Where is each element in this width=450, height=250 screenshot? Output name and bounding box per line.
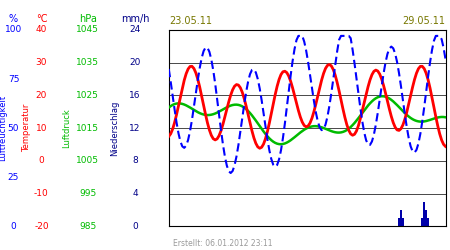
Bar: [400, 210, 402, 226]
Text: Luftdruck: Luftdruck: [62, 108, 71, 148]
Text: 0: 0: [132, 222, 138, 231]
Text: -10: -10: [34, 189, 49, 198]
Text: 1025: 1025: [76, 91, 99, 100]
Text: 23.05.11: 23.05.11: [169, 16, 212, 26]
Text: 0: 0: [11, 222, 16, 231]
Text: 1045: 1045: [76, 26, 99, 35]
Text: 0: 0: [39, 156, 44, 165]
Text: Niederschlag: Niederschlag: [110, 100, 119, 156]
Text: 20: 20: [36, 91, 47, 100]
Text: 20: 20: [129, 58, 141, 67]
Text: -20: -20: [34, 222, 49, 231]
Text: Temperatur: Temperatur: [22, 104, 31, 152]
Text: %: %: [9, 14, 18, 24]
Text: 16: 16: [129, 91, 141, 100]
Text: °C: °C: [36, 14, 47, 24]
Text: hPa: hPa: [79, 14, 97, 24]
Text: 100: 100: [5, 26, 22, 35]
Text: 1005: 1005: [76, 156, 99, 165]
Text: 24: 24: [130, 26, 140, 35]
Text: 10: 10: [36, 124, 47, 132]
Text: 25: 25: [8, 173, 19, 182]
Bar: [402, 218, 404, 226]
Bar: [427, 218, 429, 226]
Text: 40: 40: [36, 26, 47, 35]
Text: 1035: 1035: [76, 58, 99, 67]
Text: 75: 75: [8, 74, 19, 84]
Text: 8: 8: [132, 156, 138, 165]
Bar: [421, 218, 423, 226]
Text: Luftfeuchtigkeit: Luftfeuchtigkeit: [0, 95, 7, 161]
Bar: [398, 218, 400, 226]
Text: 995: 995: [79, 189, 96, 198]
Text: 985: 985: [79, 222, 96, 231]
Text: 30: 30: [36, 58, 47, 67]
Text: 12: 12: [129, 124, 141, 132]
Text: 4: 4: [132, 189, 138, 198]
Bar: [423, 202, 425, 226]
Text: 1015: 1015: [76, 124, 99, 132]
Text: 50: 50: [8, 124, 19, 132]
Text: 29.05.11: 29.05.11: [402, 16, 446, 26]
Text: mm/h: mm/h: [121, 14, 149, 24]
Text: Erstellt: 06.01.2012 23:11: Erstellt: 06.01.2012 23:11: [173, 238, 273, 248]
Bar: [425, 210, 427, 226]
